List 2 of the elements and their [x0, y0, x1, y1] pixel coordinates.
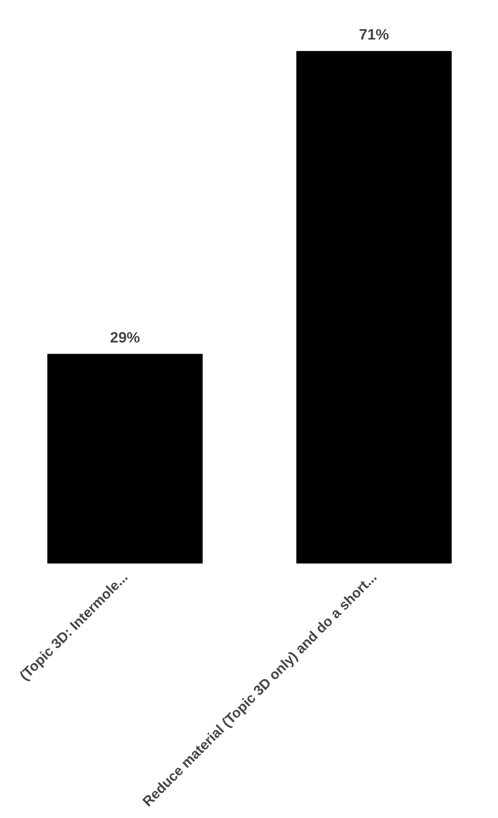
data-label: 71%: [358, 26, 390, 44]
data-label: 29%: [110, 329, 140, 346]
